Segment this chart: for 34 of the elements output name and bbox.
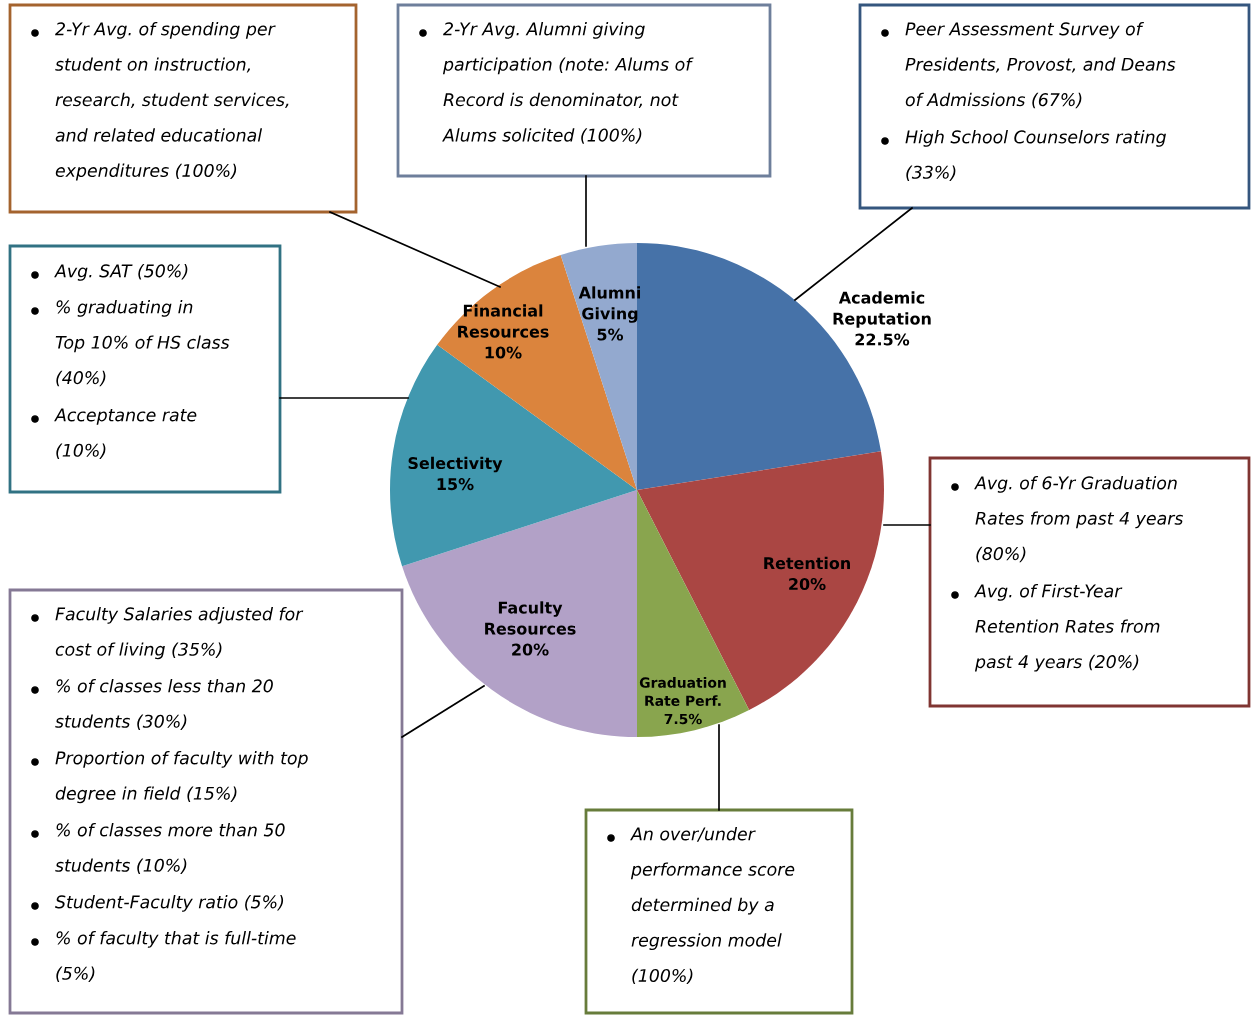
text: Peer Assessment Survey of Presidents, Provost, and Deans of Admissions (67%)	[905, 22, 1176, 109]
data-label: 10%	[485, 346, 522, 359]
text: High School Counselors rating (33%)	[905, 130, 1166, 181]
pie-slice	[637, 451, 884, 711]
slice-label: Academic Reputation	[833, 291, 931, 328]
text: Student-Faculty ratio (5%)	[55, 895, 284, 912]
slice-label: Selectivity	[408, 456, 503, 473]
slice-label: Alumni Giving	[578, 286, 641, 323]
text: % of faculty that is full-time (5%)	[56, 931, 296, 982]
text: Faculty Salaries adjusted for cost of living (35%)	[55, 607, 304, 660]
data-label: 20%	[512, 643, 549, 656]
pie-slice	[390, 344, 637, 567]
text: An over/under performance score determined by a regression model (100%)	[630, 827, 795, 985]
text: % of classes less than 20 students (30%)	[55, 679, 273, 730]
data-label: 7.5%	[664, 713, 702, 725]
data-label: 22.5%	[855, 333, 910, 346]
data-label: 5%	[597, 328, 624, 341]
text: Avg. of First-Year Retention Rates from past 4 years (20%)	[974, 584, 1160, 672]
slice-label: Retention	[764, 556, 850, 570]
slice-label: Financial Resources	[458, 304, 549, 338]
text: 2-Yr Avg. of spending per student on instruction, research, student services, and related educational expenditures (100%)	[55, 22, 289, 181]
pie-slice	[402, 490, 637, 737]
text: Avg. SAT (50%)	[54, 264, 188, 281]
text: % graduating in Top 10% of HS class (40%)	[55, 300, 230, 387]
text: Avg. of 6-Yr Graduation Rates from past 4 years (80%)	[974, 476, 1184, 563]
text: 2-Yr Avg. Alumni giving participation (note: Alums of Record is denominator, not Alums solicited (100%)	[442, 22, 694, 144]
slice-label: Graduation Rate Perf.	[639, 677, 726, 707]
slice-label: Faculty Resources	[485, 601, 576, 635]
text: Proportion of faculty with top degree in field (15%)	[55, 751, 308, 804]
pie-slice	[637, 490, 750, 737]
data-label: 20%	[789, 578, 826, 591]
text: % of classes more than 50 students (10%)	[55, 823, 285, 874]
text: Acceptance rate (10%)	[54, 408, 197, 459]
data-label: 15%	[437, 478, 474, 491]
